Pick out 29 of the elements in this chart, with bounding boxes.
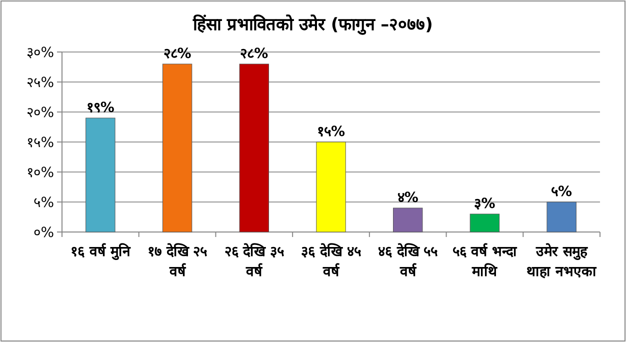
x-tick-label: ३६ देखि ४५ वर्ष (301, 243, 361, 280)
bar (86, 118, 116, 232)
bar (316, 142, 346, 232)
x-tick-label: ५६ वर्ष भन्दा माथि (452, 243, 518, 280)
bar (239, 64, 269, 232)
x-tick-label: १६ वर्ष मुनि (70, 243, 132, 261)
data-label: २८% (240, 46, 268, 62)
data-label: ४% (397, 190, 418, 206)
y-tick-label: १०% (26, 165, 54, 181)
data-label: १९% (86, 100, 114, 116)
y-tick-label: १५% (26, 135, 54, 151)
x-tick-label: ४६ देखि ५५ वर्ष (378, 243, 438, 280)
x-tick-label: १७ देखि २५ वर्ष (147, 243, 208, 280)
chart-title: हिंसा प्रभावितको उमेर (फागुन –२०७७) (192, 14, 433, 35)
y-tick-label: ५% (34, 195, 54, 211)
y-tick-label: २०% (26, 105, 54, 121)
y-tick-label: २५% (26, 75, 54, 91)
x-tick-label: उमेर समुह थाहा नभएका (526, 243, 598, 280)
bar (393, 208, 423, 232)
data-label: २८% (163, 46, 192, 62)
bar (162, 64, 192, 232)
data-label: ५% (551, 184, 572, 200)
data-label: १५% (316, 124, 346, 140)
bar (470, 214, 500, 232)
y-tick-label: ०% (34, 225, 54, 241)
x-tick-label: २६ देखि ३५ वर्ष (224, 243, 284, 280)
bar (546, 202, 576, 232)
y-tick-label: ३०% (26, 45, 54, 61)
data-label: ३% (474, 196, 496, 212)
